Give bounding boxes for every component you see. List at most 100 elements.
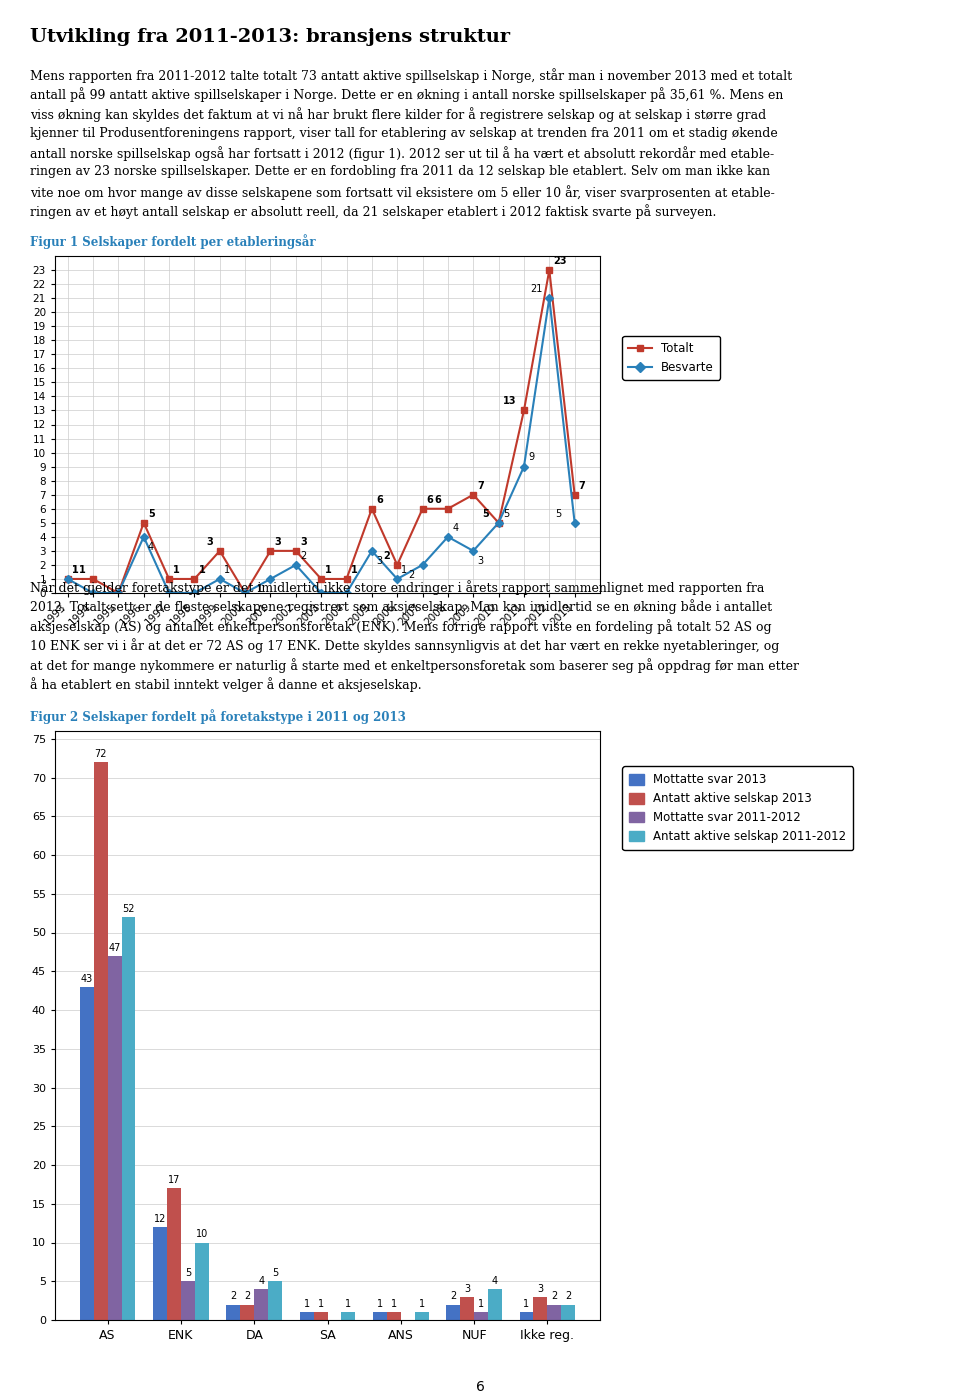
Text: 1: 1 xyxy=(72,565,79,575)
Text: 1: 1 xyxy=(72,565,78,575)
Besvarte xyxy=(265,571,276,588)
Totalt xyxy=(265,543,276,560)
Bar xyxy=(534,1297,547,1321)
Text: 3: 3 xyxy=(538,1284,543,1294)
Text: Mens rapporten fra 2011-2012 talte totalt 73 antatt aktive spillselskap i Norge,: Mens rapporten fra 2011-2012 talte total… xyxy=(30,69,792,83)
Totalt xyxy=(417,501,428,518)
Text: 1: 1 xyxy=(79,565,85,575)
Text: 2: 2 xyxy=(383,551,390,561)
Bar xyxy=(460,1297,474,1321)
Bar xyxy=(562,1304,575,1321)
Text: 12: 12 xyxy=(154,1214,166,1224)
Text: 1: 1 xyxy=(346,1300,351,1309)
Totalt xyxy=(443,501,454,518)
Text: aksjeselskap (AS) og antallet enkeltpersonsforetak (ENK). Mens forrige rapport v: aksjeselskap (AS) og antallet enkeltpers… xyxy=(30,618,772,634)
Text: 6: 6 xyxy=(475,1379,485,1393)
Bar xyxy=(180,1281,195,1321)
Besvarte xyxy=(468,543,479,560)
Besvarte xyxy=(492,515,504,532)
Text: 2: 2 xyxy=(565,1291,571,1301)
Line: Totalt: Totalt xyxy=(65,267,577,596)
Text: 3: 3 xyxy=(205,537,212,547)
Bar xyxy=(167,1188,180,1321)
Totalt xyxy=(543,262,555,278)
Text: 4: 4 xyxy=(258,1276,264,1286)
Totalt xyxy=(290,543,301,560)
Text: 2: 2 xyxy=(300,551,306,561)
Text: 1: 1 xyxy=(199,565,205,575)
Text: 3: 3 xyxy=(477,557,484,567)
Text: 4: 4 xyxy=(452,523,458,533)
Text: 5: 5 xyxy=(482,509,489,519)
Text: 4: 4 xyxy=(492,1276,498,1286)
Besvarte xyxy=(239,585,251,602)
Besvarte xyxy=(189,585,201,602)
Totalt xyxy=(569,487,581,504)
Text: 1: 1 xyxy=(318,1300,324,1309)
Totalt xyxy=(468,487,479,504)
Bar xyxy=(94,762,108,1321)
Totalt xyxy=(392,557,403,574)
Bar xyxy=(268,1281,282,1321)
Text: 5: 5 xyxy=(272,1267,278,1279)
Text: 6: 6 xyxy=(427,495,434,505)
Bar xyxy=(122,916,135,1321)
Besvarte xyxy=(87,585,99,602)
Text: Når det gjelder foretakstype er det imidlertid ikke store endringer i årets rapp: Når det gjelder foretakstype er det imid… xyxy=(30,581,764,595)
Text: kjenner til Produsentforeningens rapport, viser tall for etablering av selskap a: kjenner til Produsentforeningens rapport… xyxy=(30,126,778,140)
Besvarte xyxy=(543,290,555,306)
Text: antall norske spillselskap også har fortsatt i 2012 (figur 1). 2012 ser ut til å: antall norske spillselskap også har fort… xyxy=(30,145,774,161)
Text: 1: 1 xyxy=(523,1300,530,1309)
Text: 10 ENK ser vi i år at det er 72 AS og 17 ENK. Dette skyldes sannsynligvis at det: 10 ENK ser vi i år at det er 72 AS og 17… xyxy=(30,638,780,653)
Totalt xyxy=(214,543,226,560)
Totalt xyxy=(316,571,327,588)
Text: 7: 7 xyxy=(477,480,484,491)
Text: 1: 1 xyxy=(391,1300,396,1309)
Text: 7: 7 xyxy=(579,480,586,491)
Text: 1: 1 xyxy=(478,1300,484,1309)
Text: Figur 2 Selskaper fordelt på foretakstype i 2011 og 2013: Figur 2 Selskaper fordelt på foretakstyp… xyxy=(30,709,406,723)
Text: 1: 1 xyxy=(256,585,263,595)
Totalt xyxy=(163,571,175,588)
Text: ringen av et høyt antall selskap er absolutt reell, da 21 selskaper etablert i 2: ringen av et høyt antall selskap er abso… xyxy=(30,204,716,220)
Legend: Mottatte svar 2013, Antatt aktive selskap 2013, Mottatte svar 2011-2012, Antatt : Mottatte svar 2013, Antatt aktive selska… xyxy=(622,767,853,851)
Bar xyxy=(227,1304,240,1321)
Text: 1: 1 xyxy=(224,565,230,575)
Bar xyxy=(254,1288,268,1321)
Text: 1: 1 xyxy=(325,565,332,575)
Totalt xyxy=(366,501,377,518)
Besvarte xyxy=(112,585,124,602)
Bar xyxy=(195,1242,208,1321)
Bar xyxy=(446,1304,460,1321)
Totalt xyxy=(341,571,352,588)
Besvarte xyxy=(138,529,150,546)
Besvarte xyxy=(569,515,581,532)
Besvarte xyxy=(290,557,301,574)
Bar xyxy=(474,1312,488,1321)
Text: 4: 4 xyxy=(148,541,154,553)
Legend: Totalt, Besvarte: Totalt, Besvarte xyxy=(622,336,720,379)
Text: 2: 2 xyxy=(450,1291,456,1301)
Text: antall på 99 antatt aktive spillselskaper i Norge. Dette er en økning i antall n: antall på 99 antatt aktive spillselskape… xyxy=(30,88,783,102)
Besvarte xyxy=(341,585,352,602)
Bar xyxy=(519,1312,534,1321)
Bar xyxy=(80,986,94,1321)
Text: 2: 2 xyxy=(230,1291,236,1301)
Text: å ha etablert en stabil inntekt velger å danne et aksjeselskap.: å ha etablert en stabil inntekt velger å… xyxy=(30,677,421,693)
Bar xyxy=(300,1312,314,1321)
Text: 72: 72 xyxy=(94,748,107,758)
Totalt xyxy=(189,571,201,588)
Text: 13: 13 xyxy=(503,396,516,406)
Besvarte xyxy=(61,571,73,588)
Text: 3: 3 xyxy=(300,537,307,547)
Text: 2: 2 xyxy=(409,571,415,581)
Bar xyxy=(372,1312,387,1321)
Bar xyxy=(342,1312,355,1321)
Totalt xyxy=(112,585,124,602)
Totalt xyxy=(492,515,504,532)
Text: 1: 1 xyxy=(377,1300,383,1309)
Text: 6: 6 xyxy=(376,495,383,505)
Text: 2: 2 xyxy=(551,1291,558,1301)
Totalt xyxy=(518,402,530,418)
Totalt xyxy=(138,515,150,532)
